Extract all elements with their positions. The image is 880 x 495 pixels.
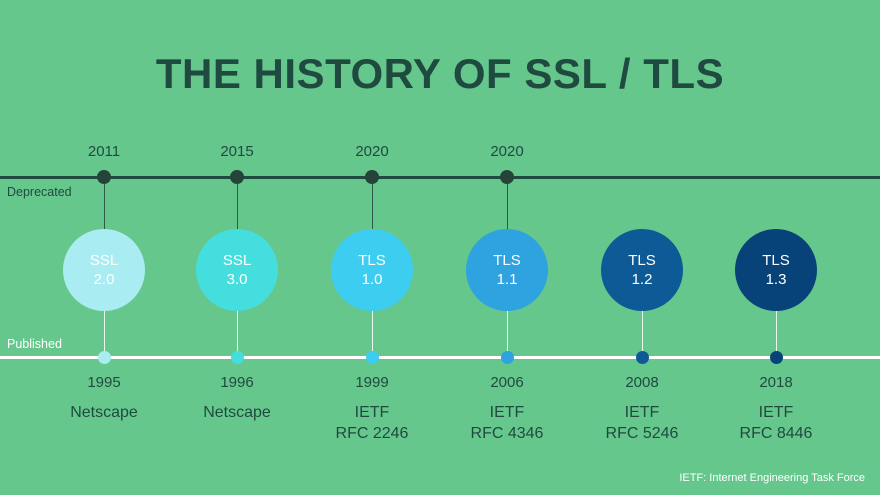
protocol-version: 1.2 (631, 271, 653, 288)
published-year: 2008 (625, 374, 659, 391)
protocol-name: TLS (762, 252, 790, 269)
publisher-name: IETF (758, 404, 794, 421)
version-circle: TLS 1.3 (735, 229, 817, 311)
publisher: Netscape (49, 402, 159, 423)
protocol-version: 1.1 (496, 271, 518, 288)
protocol-name: SSL (89, 252, 119, 269)
published-year: 1996 (220, 374, 254, 391)
publisher-name: IETF (624, 404, 660, 421)
publisher: IETF RFC 8446 (721, 402, 831, 444)
deprecated-connector (236, 177, 238, 230)
deprecated-dot (230, 170, 244, 184)
deprecated-timeline (0, 176, 880, 179)
version-circle: SSL 3.0 (196, 229, 278, 311)
protocol-name: TLS (358, 252, 386, 269)
rfc-number: RFC 5246 (605, 425, 679, 442)
rfc-number: RFC 8446 (739, 425, 813, 442)
rfc-number: RFC 4346 (470, 425, 544, 442)
protocol-version: 2.0 (93, 271, 115, 288)
version-circle: TLS 1.0 (331, 229, 413, 311)
deprecated-year: 2020 (490, 143, 524, 160)
deprecated-connector (506, 177, 508, 230)
footnote: IETF: Internet Engineering Task Force (679, 472, 865, 484)
published-connector (236, 310, 238, 356)
published-connector (775, 310, 777, 356)
published-connector (371, 310, 373, 356)
publisher-name: IETF (354, 404, 390, 421)
published-dot (97, 351, 111, 364)
published-dot (635, 351, 649, 364)
protocol-version: 1.3 (765, 271, 787, 288)
published-year: 1995 (87, 374, 121, 391)
deprecated-year: 2015 (220, 143, 254, 160)
published-dot (769, 351, 783, 364)
publisher: IETF RFC 4346 (452, 402, 562, 444)
publisher-name: IETF (489, 404, 525, 421)
published-dot (365, 351, 379, 364)
deprecated-dot (365, 170, 379, 184)
version-circle: TLS 1.2 (601, 229, 683, 311)
deprecated-connector (103, 177, 105, 230)
deprecated-year: 2020 (355, 143, 389, 160)
protocol-version: 3.0 (226, 271, 248, 288)
deprecated-dot (500, 170, 514, 184)
published-year: 2006 (490, 374, 524, 391)
version-circle: TLS 1.1 (466, 229, 548, 311)
published-year: 1999 (355, 374, 389, 391)
deprecated-label: Deprecated (7, 185, 72, 199)
published-dot (500, 351, 514, 364)
page-title: THE HISTORY OF SSL / TLS (155, 50, 725, 97)
published-connector (506, 310, 508, 356)
protocol-version: 1.0 (361, 271, 383, 288)
published-connector (641, 310, 643, 356)
deprecated-connector (371, 177, 373, 230)
protocol-name: SSL (222, 252, 252, 269)
version-circle: SSL 2.0 (63, 229, 145, 311)
published-year: 2018 (759, 374, 793, 391)
published-label: Published (7, 337, 62, 351)
published-connector (103, 310, 105, 356)
published-dot (230, 351, 244, 364)
publisher-name: Netscape (203, 404, 271, 421)
published-timeline (0, 356, 880, 359)
rfc-number: RFC 2246 (335, 425, 409, 442)
deprecated-dot (97, 170, 111, 184)
publisher: Netscape (182, 402, 292, 423)
publisher: IETF RFC 5246 (587, 402, 697, 444)
protocol-name: TLS (628, 252, 656, 269)
protocol-name: TLS (493, 252, 521, 269)
publisher: IETF RFC 2246 (317, 402, 427, 444)
publisher-name: Netscape (70, 404, 138, 421)
deprecated-year: 2011 (87, 143, 121, 160)
